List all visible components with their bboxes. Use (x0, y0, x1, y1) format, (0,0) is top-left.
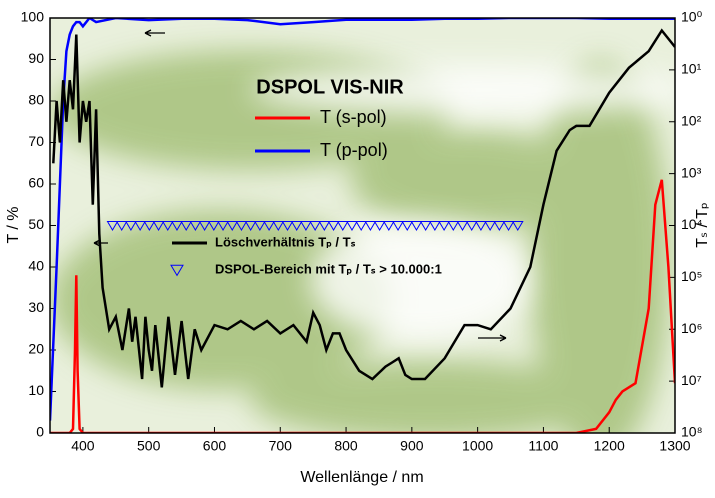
range-marker (272, 221, 285, 231)
range-marker (511, 221, 524, 231)
y2-tick-label: 10⁵ (681, 268, 702, 284)
series-line (50, 179, 675, 433)
range-marker (115, 221, 128, 231)
range-marker (401, 221, 414, 231)
legend-label: DSPOL-Bereich mit Tₚ / Tₛ > 10.000:1 (215, 261, 442, 276)
y2-tick-label: 10⁷ (681, 372, 702, 388)
y2-tick-label: 10⁴ (681, 216, 703, 232)
x-tick-label: 900 (400, 438, 424, 454)
range-marker (125, 221, 137, 231)
range-marker (189, 221, 202, 231)
y-tick-label: 0 (36, 424, 44, 440)
range-marker (382, 221, 395, 231)
range-marker (373, 221, 386, 231)
y2-tick-label: 10³ (681, 164, 702, 180)
y2-tick-label: 10⁰ (681, 9, 703, 25)
range-marker (152, 221, 165, 231)
y2-tick-label: 10² (681, 112, 702, 128)
range-marker (180, 221, 193, 231)
x-tick-label: 500 (137, 438, 161, 454)
y2-tick-label: 10⁸ (681, 424, 703, 440)
range-marker (143, 221, 156, 231)
range-marker (327, 221, 340, 231)
range-marker (318, 221, 331, 231)
legend-label: T (p-pol) (320, 140, 388, 160)
range-marker (364, 221, 377, 231)
range-marker (355, 221, 368, 231)
chart-title: DSPOL VIS-NIR (256, 76, 404, 98)
range-marker (134, 221, 147, 231)
y-tick-label: 40 (28, 258, 44, 274)
range-marker (217, 221, 229, 231)
range-marker (235, 221, 248, 231)
y-tick-label: 80 (28, 92, 44, 108)
legend-label: T (s-pol) (320, 107, 387, 127)
y-tick-label: 30 (28, 299, 44, 315)
y-tick-label: 70 (28, 133, 44, 149)
range-marker (392, 221, 404, 231)
x-tick-label: 400 (71, 438, 95, 454)
range-marker (346, 221, 358, 231)
range-marker (475, 221, 487, 231)
range-marker (428, 221, 441, 231)
range-marker (465, 221, 478, 231)
range-marker (502, 221, 515, 231)
range-marker (198, 221, 211, 231)
range-marker (410, 221, 423, 231)
background (50, 18, 675, 433)
x-tick-label: 700 (269, 438, 293, 454)
range-marker (419, 221, 432, 231)
range-marker (456, 221, 469, 231)
range-marker (253, 221, 266, 231)
series-line (50, 18, 675, 421)
legend-marker (170, 264, 184, 277)
range-marker (290, 221, 303, 231)
range-marker (300, 221, 312, 231)
y2-axis-label: Tₛ / Tₚ (694, 202, 711, 247)
range-marker (484, 221, 497, 231)
y-tick-label: 60 (28, 175, 44, 191)
range-marker (438, 221, 450, 231)
range-marker (309, 221, 322, 231)
range-marker (263, 221, 275, 231)
range-marker (171, 221, 183, 231)
range-marker (336, 221, 349, 231)
x-tick-label: 1100 (528, 438, 558, 454)
x-tick-label: 1300 (659, 438, 690, 454)
x-axis-label: Wellenlänge / nm (300, 469, 423, 486)
range-marker (226, 221, 239, 231)
plot-frame (49, 17, 676, 434)
range-marker (161, 221, 174, 231)
x-tick-label: 600 (203, 438, 227, 454)
range-marker (244, 221, 257, 231)
y-axis-label: T / % (5, 206, 22, 243)
y-tick-label: 100 (21, 9, 45, 25)
range-marker (447, 221, 460, 231)
y2-tick-label: 10⁶ (681, 320, 702, 336)
y-tick-label: 20 (28, 341, 44, 357)
series-line (52, 28, 675, 388)
range-marker (106, 221, 119, 231)
arrows (93, 29, 507, 342)
legend-label: Löschverhältnis Tₚ / Tₛ (215, 234, 356, 249)
y-tick-label: 50 (28, 216, 44, 232)
x-tick-label: 800 (334, 438, 358, 454)
range-marker (493, 221, 506, 231)
range-marker (281, 221, 294, 231)
y-tick-label: 10 (28, 382, 44, 398)
y2-tick-label: 10¹ (681, 61, 702, 77)
x-tick-label: 1200 (594, 438, 625, 454)
x-tick-label: 1000 (462, 438, 493, 454)
range-marker (207, 221, 220, 231)
y-tick-label: 90 (28, 50, 44, 66)
